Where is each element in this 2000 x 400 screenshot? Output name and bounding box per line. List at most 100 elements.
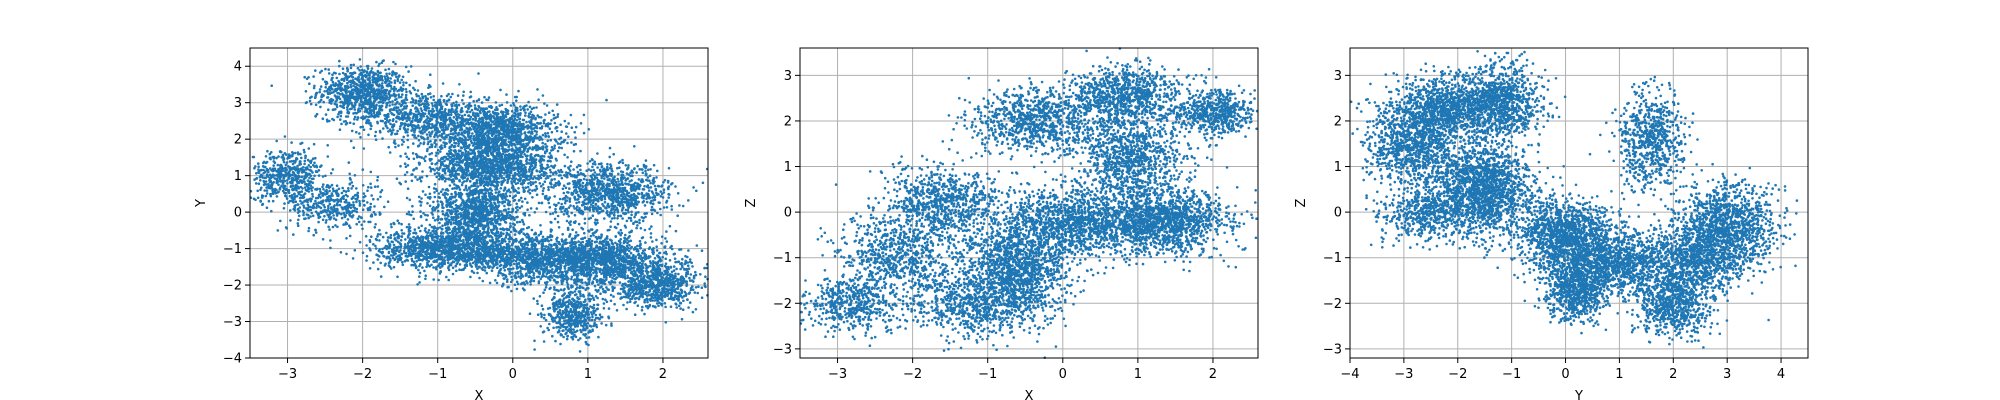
scatter-point [309,197,312,201]
scatter-point [351,184,355,188]
scatter-point [348,234,352,238]
scatter-point [404,117,407,120]
scatter-point [457,144,460,147]
scatter-point [536,153,540,157]
scatter-point [257,162,260,165]
scatter-point [256,189,260,193]
scatter-point [549,138,552,142]
scatter-point [292,187,296,191]
scatter-point [487,169,491,172]
scatter-point [579,122,583,125]
scatter-point [373,94,376,98]
scatter-point [392,60,395,64]
scatter-point [350,72,354,75]
scatter-point [335,207,339,211]
scatter-point [482,123,486,127]
scatter-point [409,121,413,124]
scatter-point [405,119,409,123]
scatter-point [538,170,541,173]
scatter-point [309,181,312,184]
scatter-point [418,97,422,100]
scatter-point [337,199,341,202]
scatter-point [448,117,452,121]
scatter-point [283,202,286,205]
scatter-point [441,160,444,164]
scatter-point [549,170,553,174]
scatter-point [288,209,292,212]
scatter-point [500,103,504,107]
scatter-point [359,86,363,89]
scatter-point [412,142,415,145]
scatter-point [393,87,396,91]
scatter-point [376,175,380,179]
scatter-point [440,163,443,166]
scatter-point [312,75,315,78]
scatter-point [553,121,557,125]
scatter-point [344,190,348,193]
scatter-point [397,93,401,96]
scatter-point [437,159,441,162]
scatter-point [550,145,554,149]
scatter-point [358,199,361,203]
scatter-point [524,114,527,117]
scatter-point [341,92,344,95]
scatter-point [450,143,454,147]
scatter-point [450,136,453,140]
scatter-point [274,192,278,195]
scatter-point [321,218,325,222]
scatter-point [515,167,519,170]
scatter-point [321,117,325,120]
scatter-point [373,134,377,138]
scatter-point [358,89,361,93]
scatter-point [406,187,410,190]
scatter-point [500,136,503,140]
scatter-point [341,208,345,211]
scatter-point [271,169,275,173]
scatter-point [360,73,364,76]
scatter-point [389,84,393,88]
scatter-point [306,203,310,207]
scatter-point [317,216,321,220]
scatter-point [388,96,392,99]
scatter-point [455,126,459,129]
scatter-point [369,206,372,209]
scatter-point [348,172,352,176]
scatter-point [535,169,539,173]
scatter-point [510,135,513,138]
scatter-point [428,204,432,208]
scatter-point [510,161,513,165]
scatter-point [356,116,360,119]
scatter-point [353,101,357,105]
scatter-point [549,122,552,126]
scatter-point [490,106,494,109]
scatter-point [412,98,415,102]
scatter-point [463,148,467,151]
scatter-point [287,177,291,180]
scatter-point [535,184,538,188]
scatter-point [507,136,511,140]
scatter-point [582,131,586,135]
scatter-point [546,123,549,127]
scatter-point [491,133,495,136]
scatter-point [415,167,418,170]
scatter-point [459,124,463,128]
scatter-point [522,164,526,167]
scatter-point [433,191,436,194]
scatter-point [547,185,550,189]
scatter-point [541,133,545,137]
scatter-point [318,90,322,94]
scatter-point [428,118,432,121]
scatter-point [324,86,328,89]
scatter-point [443,113,447,116]
scatter-point [293,160,296,163]
scatter-point [452,120,456,124]
scatter-point [510,109,514,113]
scatter-point [492,148,496,152]
scatter-point [332,217,336,220]
scatter-point [544,142,547,146]
scatter-point [396,79,400,83]
scatter-point [311,214,315,218]
scatter-point [354,193,358,197]
scatter-point [387,145,391,149]
scatter-point [427,92,430,96]
